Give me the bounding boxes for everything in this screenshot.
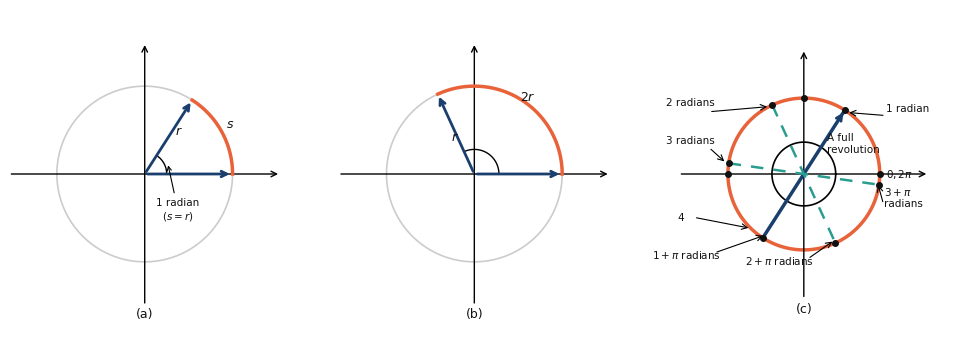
Text: $r$: $r$ xyxy=(176,125,183,139)
Text: 3 radians: 3 radians xyxy=(666,136,715,145)
Text: $2r$: $2r$ xyxy=(520,91,535,104)
Text: (c): (c) xyxy=(796,303,812,316)
Text: 1 radian
$(s = r)$: 1 radian $(s = r)$ xyxy=(156,166,200,223)
Text: $1 + \pi$ radians: $1 + \pi$ radians xyxy=(651,249,721,261)
Text: 1 radian: 1 radian xyxy=(886,104,929,114)
Text: $r$: $r$ xyxy=(451,130,459,144)
Text: A full
revolution: A full revolution xyxy=(827,133,879,155)
Text: 4: 4 xyxy=(678,213,684,223)
Text: $s$: $s$ xyxy=(226,118,235,131)
Text: 2 radians: 2 radians xyxy=(666,98,715,108)
Text: $2 + \pi$ radians: $2 + \pi$ radians xyxy=(745,255,814,267)
Text: $3 + \pi$
radians: $3 + \pi$ radians xyxy=(883,186,922,209)
Text: $0, 2\pi$: $0, 2\pi$ xyxy=(886,167,913,181)
Text: (b): (b) xyxy=(465,308,484,321)
Text: (a): (a) xyxy=(136,308,153,321)
